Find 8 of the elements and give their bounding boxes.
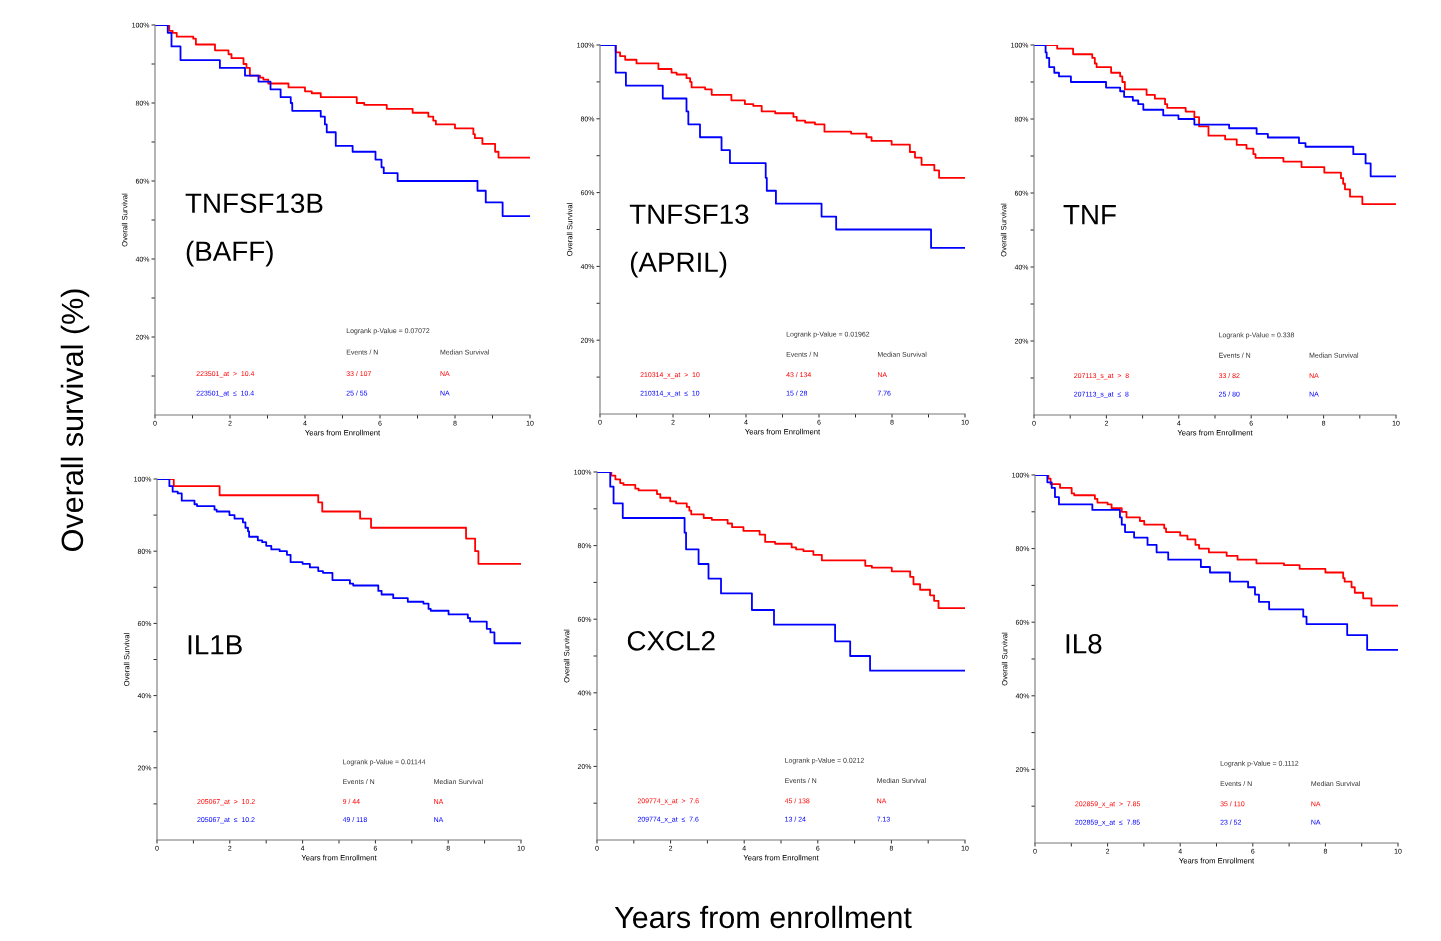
- text: TNF: [1063, 205, 1116, 225]
- text: TNFSF13 (APRIL): [629, 204, 749, 278]
- text: Overall survival (%): [60, 289, 90, 551]
- text: IL1B: [188, 635, 242, 655]
- text: CXCL2: [627, 630, 715, 651]
- text: Years from enrollment: [614, 905, 912, 929]
- text: IL8: [1066, 633, 1102, 654]
- text: TNFSF13B (BAFF): [185, 193, 323, 267]
